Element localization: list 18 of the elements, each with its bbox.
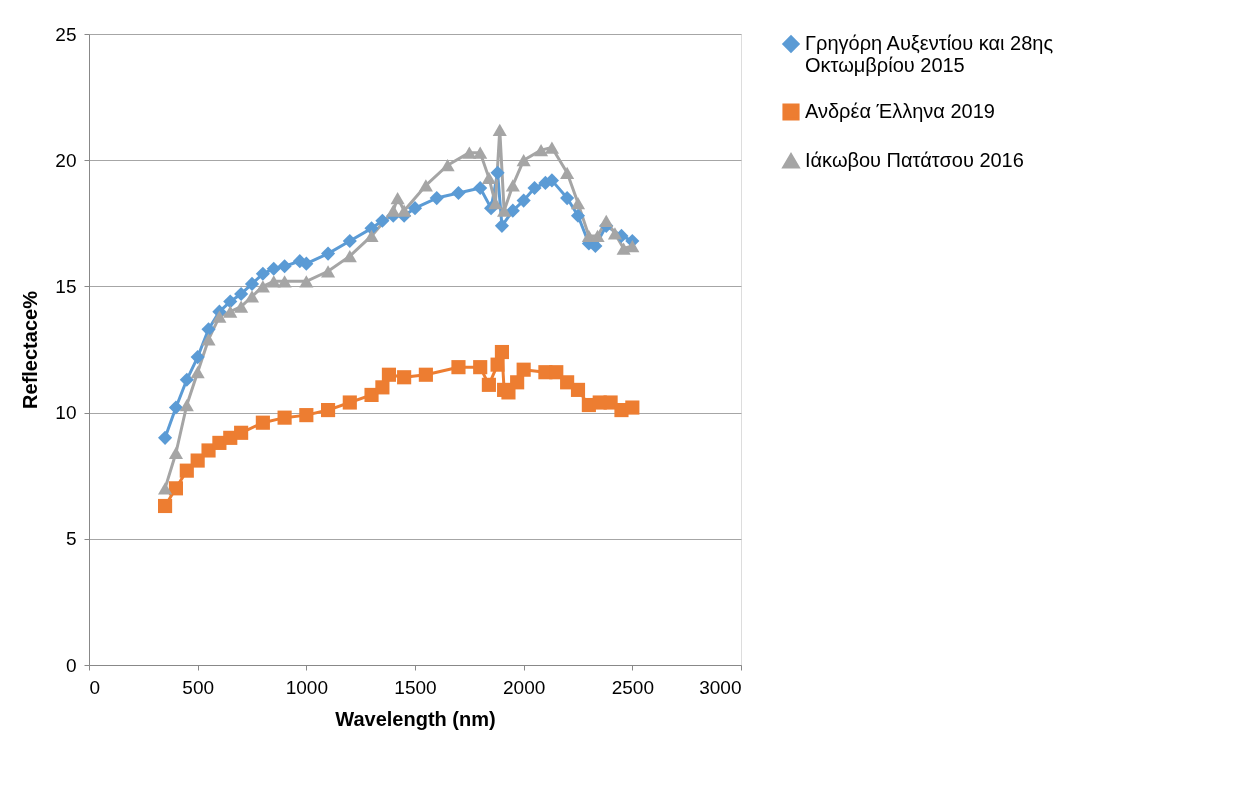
- y-tick-label: 10: [55, 402, 77, 424]
- legend-label: Ανδρέα Έλληνα 2019: [805, 100, 995, 122]
- legend-label: Γρηγόρη Αυξεντίου και 28ης Οκτωμβρίου 2015: [805, 32, 1054, 76]
- x-tick-label: 3000: [699, 676, 742, 698]
- x-axis-title: Wavelength (nm): [335, 707, 496, 730]
- x-tick-label: 1000: [285, 676, 328, 698]
- y-tick-label: 25: [55, 23, 77, 45]
- y-tick-label: 20: [55, 149, 77, 171]
- x-tick-label: 1500: [394, 676, 437, 698]
- x-tick-label: 2500: [611, 676, 654, 698]
- y-tick-label: 15: [55, 275, 77, 297]
- x-tick-label: 2000: [503, 676, 546, 698]
- legend-label: Ιάκωβου Πατάτσου 2016: [805, 149, 1024, 171]
- y-tick-label: 0: [65, 654, 77, 676]
- x-tick-label: 500: [182, 676, 215, 698]
- y-axis-title: Reflectace%: [19, 290, 42, 409]
- x-tick-label: 0: [89, 676, 101, 698]
- y-tick-label: 5: [65, 528, 77, 550]
